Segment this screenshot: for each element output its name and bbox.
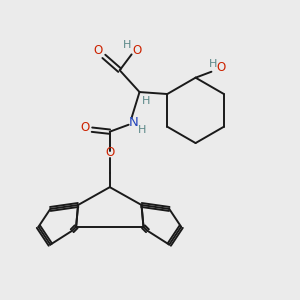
Text: O: O xyxy=(93,44,103,57)
Text: N: N xyxy=(129,116,138,129)
Text: O: O xyxy=(80,121,90,134)
Text: H: H xyxy=(142,96,151,106)
Text: O: O xyxy=(217,61,226,74)
Text: H: H xyxy=(122,40,131,50)
Text: H: H xyxy=(209,59,218,69)
Text: H: H xyxy=(138,125,147,135)
Text: O: O xyxy=(132,44,141,57)
Text: O: O xyxy=(105,146,114,159)
